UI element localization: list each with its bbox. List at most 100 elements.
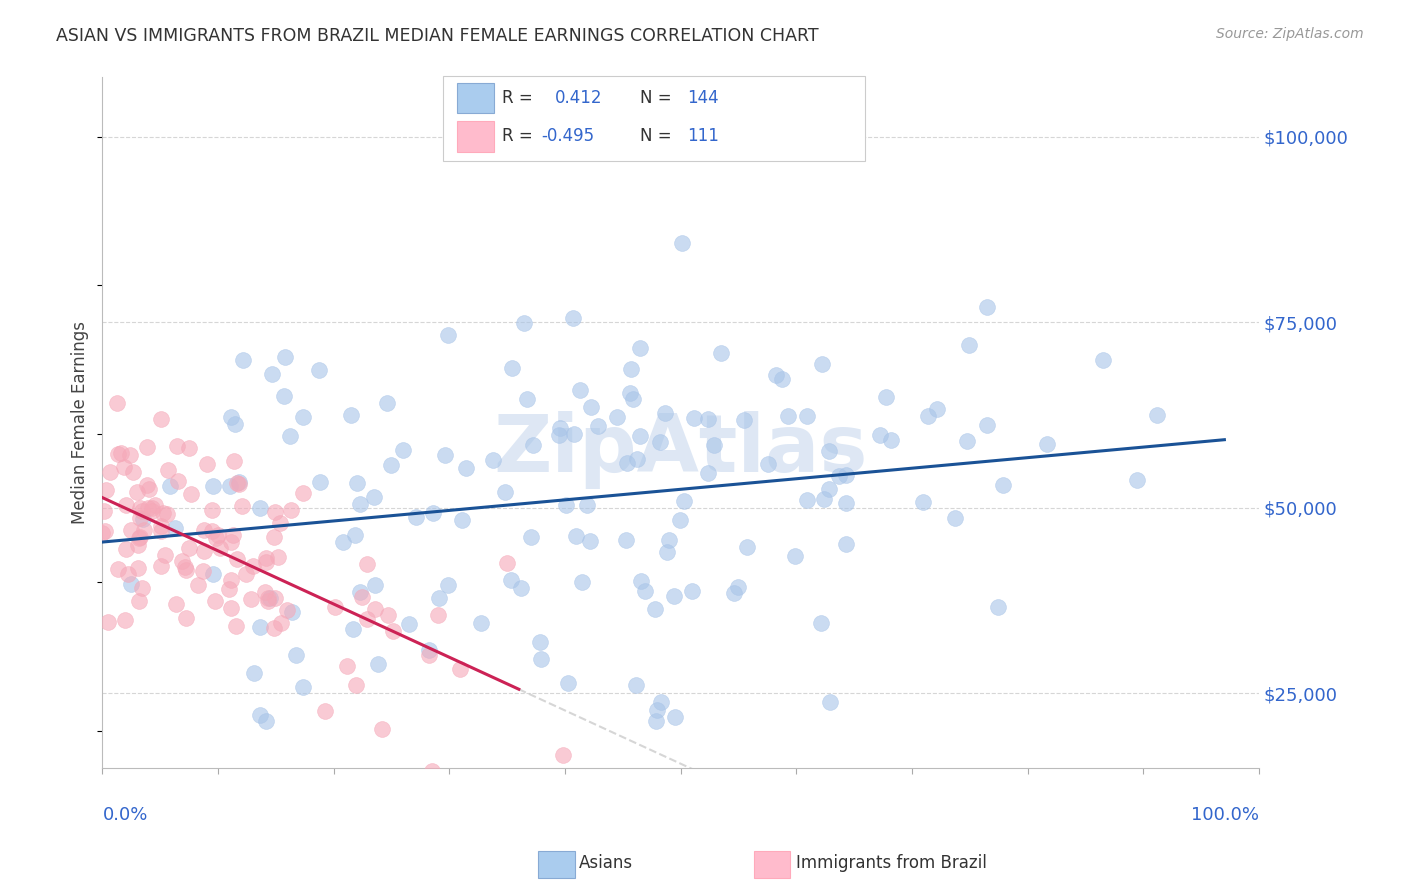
Point bbox=[1091, 353, 1114, 368]
Point bbox=[232, 352, 254, 367]
Point bbox=[336, 658, 359, 673]
Point bbox=[927, 401, 949, 416]
Point bbox=[219, 600, 242, 615]
Point bbox=[224, 454, 246, 468]
Point bbox=[875, 390, 897, 404]
Point bbox=[128, 531, 150, 545]
Point bbox=[501, 573, 523, 587]
Point bbox=[332, 535, 354, 549]
Point bbox=[628, 429, 651, 443]
Point bbox=[1146, 408, 1168, 422]
Point bbox=[110, 446, 132, 460]
Point bbox=[765, 368, 787, 382]
Text: 144: 144 bbox=[688, 89, 718, 107]
Point bbox=[177, 541, 200, 555]
Point bbox=[869, 428, 891, 442]
Point bbox=[129, 511, 152, 525]
Point bbox=[733, 413, 755, 427]
Point bbox=[342, 622, 364, 636]
Point bbox=[242, 665, 264, 680]
Point bbox=[225, 551, 247, 566]
Point bbox=[224, 417, 246, 431]
Point bbox=[174, 611, 197, 625]
Point bbox=[193, 523, 215, 537]
Point bbox=[228, 475, 250, 489]
Point bbox=[219, 479, 242, 493]
Point bbox=[97, 615, 120, 629]
Point bbox=[671, 235, 693, 250]
Point bbox=[150, 519, 173, 533]
Point bbox=[796, 409, 818, 423]
Point bbox=[405, 509, 427, 524]
Point bbox=[392, 442, 415, 457]
Point bbox=[256, 594, 278, 608]
Point bbox=[177, 441, 200, 455]
Point bbox=[346, 678, 368, 692]
Point bbox=[672, 494, 695, 508]
Point bbox=[156, 507, 179, 521]
Point bbox=[398, 616, 420, 631]
Text: R =: R = bbox=[502, 128, 533, 145]
Text: R =: R = bbox=[502, 89, 533, 107]
Point bbox=[835, 537, 858, 551]
Point bbox=[550, 420, 572, 434]
Point bbox=[606, 409, 628, 424]
Point bbox=[254, 551, 277, 566]
Point bbox=[134, 523, 156, 537]
Point bbox=[131, 504, 153, 518]
Point bbox=[235, 567, 257, 582]
Point bbox=[648, 434, 671, 449]
Point bbox=[165, 597, 187, 611]
Point bbox=[956, 434, 979, 448]
Point bbox=[225, 619, 247, 633]
Point bbox=[644, 602, 666, 616]
Point bbox=[208, 541, 231, 555]
Point bbox=[655, 545, 678, 559]
Point bbox=[569, 383, 592, 397]
Point bbox=[628, 341, 651, 355]
Point bbox=[917, 409, 939, 424]
Point bbox=[173, 559, 195, 574]
Point bbox=[818, 695, 841, 709]
Point bbox=[943, 511, 966, 525]
Point bbox=[94, 524, 117, 538]
Point bbox=[810, 615, 832, 630]
Point bbox=[470, 615, 492, 630]
Point bbox=[256, 714, 278, 728]
Point bbox=[880, 433, 903, 447]
Point bbox=[292, 485, 315, 500]
Point bbox=[530, 652, 553, 666]
Point bbox=[191, 564, 214, 578]
Point bbox=[276, 603, 298, 617]
Point bbox=[263, 531, 285, 545]
Point bbox=[349, 497, 371, 511]
Point bbox=[575, 498, 598, 512]
Point bbox=[363, 490, 385, 504]
Y-axis label: Median Female Earnings: Median Female Earnings bbox=[72, 321, 89, 524]
Point bbox=[221, 527, 243, 541]
Point bbox=[150, 559, 173, 574]
Point bbox=[270, 616, 292, 631]
Point bbox=[547, 428, 569, 442]
Point bbox=[436, 327, 458, 342]
Point bbox=[249, 708, 271, 723]
Point bbox=[669, 513, 692, 527]
Point bbox=[481, 452, 503, 467]
Point bbox=[681, 584, 703, 599]
Point bbox=[193, 544, 215, 558]
Point bbox=[219, 409, 242, 424]
Point bbox=[309, 475, 332, 489]
Point bbox=[367, 657, 389, 672]
Point bbox=[129, 500, 152, 515]
Point bbox=[778, 409, 800, 423]
Point bbox=[239, 591, 262, 606]
Point bbox=[263, 591, 285, 605]
Point bbox=[131, 581, 153, 595]
Point bbox=[735, 541, 758, 555]
Point bbox=[579, 533, 602, 548]
Point bbox=[135, 440, 157, 454]
Point bbox=[231, 499, 253, 513]
Point bbox=[112, 459, 135, 474]
Point bbox=[987, 600, 1010, 615]
Text: ZipAtlas: ZipAtlas bbox=[494, 411, 868, 489]
